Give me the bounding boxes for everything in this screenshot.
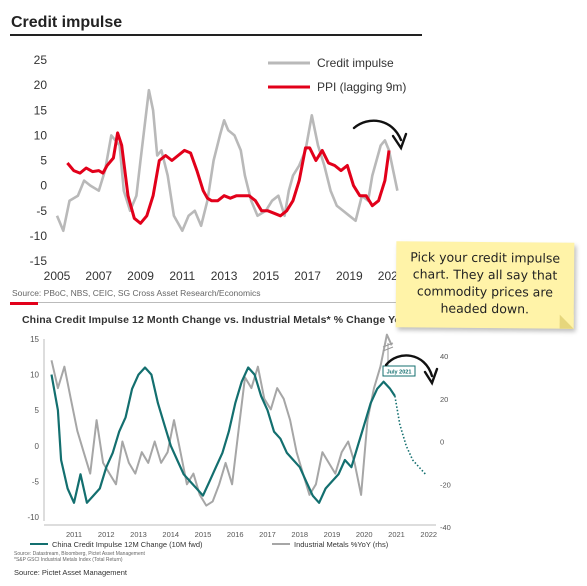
bottom-chart-note: Source: Datastream, Bloomberg, Pictet As… — [14, 551, 145, 557]
top-chart-source: Source: PBoC, NBS, CEIC, SG Cross Asset … — [12, 288, 261, 298]
y-tick-label: 5 — [40, 154, 47, 168]
y2-tick-label: 40 — [440, 352, 448, 361]
x-tick-label: 2013 — [130, 530, 147, 539]
legend-label: PPI (lagging 9m) — [317, 80, 406, 94]
credit-impulse-line — [55, 88, 399, 233]
x-tick-label: 2012 — [98, 530, 115, 539]
ppi-line — [66, 131, 391, 225]
y-tick-label: 5 — [35, 406, 40, 415]
x-tick-label: 2017 — [294, 269, 321, 283]
y-tick-label: 0 — [40, 179, 47, 193]
top-title-rule — [10, 34, 422, 36]
x-tick-label: 2015 — [195, 530, 212, 539]
sticky-note-fold — [559, 314, 574, 329]
legend-label: Credit impulse — [317, 56, 394, 70]
x-tick-label: 2015 — [252, 269, 279, 283]
sticky-note-text: Pick your credit impulse chart. They all… — [410, 249, 561, 317]
x-tick-label: 2013 — [211, 269, 238, 283]
x-tick-label: 2005 — [44, 269, 71, 283]
callout-box — [382, 365, 416, 377]
x-tick-label: 2009 — [127, 269, 154, 283]
x-tick-label: 2022 — [420, 530, 437, 539]
bottom-chart-title: China Credit Impulse 12 Month Change vs.… — [22, 314, 409, 326]
x-tick-label: 2016 — [227, 530, 244, 539]
y-tick-label: 15 — [30, 335, 39, 344]
bottom-chart-note: *S&P GSCI Industrial Metals Index (Total… — [14, 557, 123, 563]
x-tick-label: 2021 — [388, 530, 405, 539]
top-chart-arrow-icon — [352, 119, 403, 142]
top-chart-arrowhead-icon — [391, 132, 408, 151]
y-tick-label: 0 — [35, 442, 40, 451]
legend-label: Industrial Metals %YoY (rhs) — [294, 540, 389, 549]
callout-label: July 2021 — [387, 370, 412, 376]
x-tick-label: 2011 — [169, 269, 195, 283]
y2-tick-label: 20 — [440, 395, 448, 404]
bottom-chart-legend: China Credit Impulse 12M Change (10M fwd… — [30, 540, 389, 549]
x-tick-label: 2019 — [324, 530, 341, 539]
y-tick-label: 25 — [34, 53, 48, 67]
x-tick-label: 2019 — [336, 269, 363, 283]
y-tick-label: 20 — [34, 78, 48, 92]
y-tick-label: -15 — [30, 254, 48, 268]
y-tick-label: -5 — [32, 477, 40, 486]
y2-tick-label: -20 — [440, 480, 451, 489]
bottom-chart-arrow-icon — [384, 354, 434, 378]
y-tick-label: 10 — [34, 128, 48, 142]
x-tick-label: 2011 — [66, 530, 82, 539]
y2-tick-label: 0 — [440, 438, 444, 447]
sticky-note: Pick your credit impulse chart. They all… — [395, 241, 575, 329]
credit-impulse-line — [50, 366, 396, 504]
y-tick-label: -10 — [30, 229, 48, 243]
callout-break-icon — [382, 342, 394, 352]
industrial-metals-line — [50, 333, 393, 507]
bottom-chart-series — [50, 333, 427, 507]
x-tick-label: 2007 — [85, 269, 112, 283]
y-tick-label: -10 — [27, 513, 39, 522]
top-chart-legend: Credit impulse PPI (lagging 9m) — [268, 56, 406, 94]
x-tick-label: 2014 — [162, 530, 179, 539]
top-chart-title: Credit impulse — [11, 14, 123, 31]
y2-tick-label: -40 — [440, 523, 451, 532]
bottom-chart-callout: July 2021 — [382, 342, 416, 377]
x-tick-label: 2018 — [291, 530, 308, 539]
x-tick-label: 2020 — [356, 530, 373, 539]
y-tick-label: 15 — [34, 103, 48, 117]
legend-label: China Credit Impulse 12M Change (10M fwd… — [52, 540, 203, 549]
y-tick-label: 10 — [30, 371, 39, 380]
top-chart-divider — [10, 302, 422, 303]
bottom-chart-source: Source: Pictet Asset Management — [14, 568, 127, 577]
bottom-chart-notes: Source: Datastream, Bloomberg, Pictet As… — [14, 551, 145, 563]
y-tick-label: -5 — [36, 204, 47, 218]
credit-impulse-forecast-line — [394, 395, 427, 475]
top-chart-series — [55, 88, 399, 233]
x-tick-label: 2017 — [259, 530, 276, 539]
bottom-chart-arrowhead-icon — [423, 367, 439, 386]
bottom-title-accent — [10, 302, 38, 305]
bottom-chart-axes: 15 10 5 0 -5 -10 40 20 0 -20 -40 2011 2012 2013 2014 20… — [27, 335, 450, 539]
